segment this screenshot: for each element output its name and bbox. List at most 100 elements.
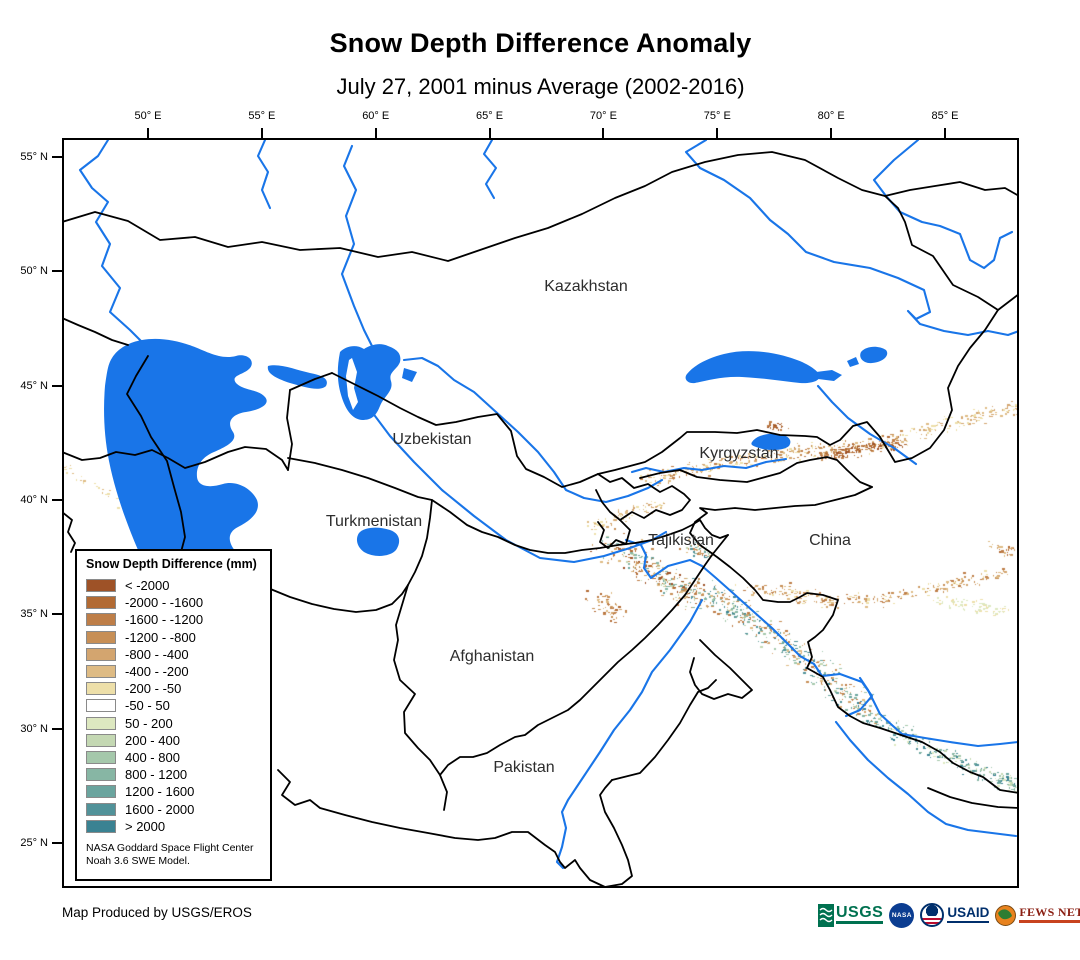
- border-mangystau: [62, 446, 289, 471]
- legend-swatch: [86, 630, 116, 644]
- legend-entry-label: 1200 - 1600: [125, 784, 195, 800]
- legend-rows: < -2000 -2000 - -1600 -1600 - -1200 -1200 -…: [86, 577, 262, 835]
- river-ishim: [482, 138, 498, 200]
- lat-axis-label: 30° N: [20, 722, 48, 735]
- legend-row: -1600 - -1200: [86, 611, 262, 628]
- caspian-ne-arm: [267, 365, 327, 389]
- lon-axis-label: 80° E: [817, 110, 845, 122]
- border-russia-kazakhstan-west: [62, 317, 129, 346]
- logo-strip: USGS NASA USAID FEWS NET: [818, 899, 1080, 931]
- legend-note-line1: NASA Goddard Space Flight Center: [86, 841, 254, 854]
- usaid-wordmark: USAID: [947, 904, 990, 920]
- border-fergana-tangle: [595, 473, 691, 521]
- river-ganges: [834, 720, 1018, 838]
- lake-balkhash-tail: [816, 370, 842, 381]
- river-ili: [816, 384, 918, 466]
- lat-axis-label: 55° N: [20, 151, 48, 163]
- lake-sasykkol: [847, 357, 859, 367]
- fews-net-tagline-bar: [1019, 919, 1080, 923]
- river-indus-upper: [624, 538, 874, 718]
- legend-row: 50 - 200: [86, 715, 262, 732]
- border-india-pakistan: [611, 679, 717, 781]
- lon-axis-label: 65° E: [476, 110, 504, 122]
- border-china-west-himalaya: [689, 486, 1019, 794]
- lat-axis-label: 25° N: [20, 836, 48, 849]
- legend-entry-label: > 2000: [125, 818, 166, 834]
- legend-swatch: [86, 647, 116, 661]
- legend-swatch: [86, 596, 116, 610]
- river-volga: [78, 138, 148, 348]
- usgs-wave-icon: [818, 903, 834, 927]
- legend-entry-label: -1200 - -800: [125, 629, 196, 645]
- legend-row: 200 - 400: [86, 732, 262, 749]
- legend-swatch: [86, 750, 116, 764]
- lon-tick-mark: [488, 128, 491, 138]
- lon-tick-mark: [260, 128, 263, 138]
- nasa-logo: NASA: [889, 902, 915, 928]
- lon-axis-label: 85° E: [931, 110, 959, 122]
- lon-axis-label: 50° E: [134, 110, 162, 122]
- legend-row: 400 - 800: [86, 749, 262, 766]
- border-tajikistan-loop: [597, 519, 631, 549]
- border-coast-indus-delta: [277, 769, 633, 888]
- river-brahmaputra: [858, 676, 1019, 748]
- border-kazakhstan-uzbekistan: [331, 372, 599, 488]
- lon-axis-label: 70° E: [589, 110, 617, 122]
- country-label-afghanistan: Afghanistan: [449, 648, 535, 665]
- lake-alakol: [860, 346, 888, 364]
- aral-east-lobe: [402, 368, 417, 382]
- river-irtysh-upper: [872, 138, 1014, 270]
- legend-swatch: [86, 579, 116, 593]
- usaid-seal-icon: [920, 903, 945, 927]
- legend-entry-label: -200 - -50: [125, 681, 182, 697]
- lon-axis-label: 55° E: [248, 110, 276, 122]
- river-syr-darya: [402, 356, 664, 504]
- legend-entry-label: 200 - 400: [125, 732, 180, 748]
- lake-balkhash: [685, 351, 820, 384]
- legend-note: NASA Goddard Space Flight Center Noah 3.…: [86, 842, 262, 869]
- country-label-turkmenistan: Turkmenistan: [325, 513, 423, 530]
- map-title: Snow Depth Difference Anomaly: [329, 28, 752, 58]
- legend-row: -400 - -200: [86, 663, 262, 680]
- lon-tick-mark: [374, 128, 377, 138]
- map-subtitle: July 27, 2001 minus Average (2002-2016): [336, 74, 745, 99]
- country-label-uzbekistan: Uzbekistan: [392, 431, 472, 448]
- legend-swatch: [86, 682, 116, 696]
- legend-swatch: [86, 665, 116, 679]
- legend-swatch: [86, 819, 116, 833]
- legend-row: -2000 - -1600: [86, 594, 262, 611]
- lat-tick-mark: [52, 727, 62, 730]
- legend-swatch: [86, 716, 116, 730]
- nasa-wordmark: NASA: [891, 911, 912, 919]
- border-india-nepal: [927, 787, 1019, 809]
- legend-swatch: [86, 768, 116, 782]
- lake-issyk-kul: [751, 433, 791, 451]
- border-caspian-crossing: [126, 355, 186, 553]
- legend-row: 800 - 1200: [86, 766, 262, 783]
- river-chu: [630, 457, 788, 474]
- border-russia-kazakhstan: [62, 151, 886, 262]
- legend-entry-label: < -2000: [125, 578, 170, 594]
- legend-entry-label: -50 - 50: [125, 698, 170, 714]
- legend-entry-label: -1600 - -1200: [125, 612, 204, 628]
- legend-row: 1600 - 2000: [86, 800, 262, 817]
- lat-tick-mark: [52, 841, 62, 844]
- lat-tick-mark: [52, 384, 62, 387]
- river-irtysh: [684, 138, 1019, 337]
- usaid-logo: USAID: [920, 903, 990, 927]
- nasa-insignia-icon: NASA: [889, 902, 915, 928]
- country-label-china: China: [809, 532, 851, 549]
- lat-axis-label: 35° N: [20, 608, 48, 621]
- legend: Snow Depth Difference (mm) < -2000 -2000 …: [75, 549, 272, 881]
- legend-title: Snow Depth Difference (mm): [86, 557, 257, 571]
- legend-entry-label: -800 - -400: [125, 646, 189, 662]
- river-tobol: [256, 138, 272, 210]
- border-kazakhstan-china-north: [884, 195, 1019, 311]
- caspian-sea: [104, 338, 267, 618]
- lat-axis-label: 45° N: [20, 379, 48, 392]
- river-indus: [555, 598, 704, 870]
- country-label-tajikistan: Tajikistan: [648, 532, 714, 549]
- border-azerbaijan-iran: [62, 511, 76, 553]
- border-ustyurt-north: [289, 372, 333, 391]
- fews-globe-icon: [995, 904, 1017, 926]
